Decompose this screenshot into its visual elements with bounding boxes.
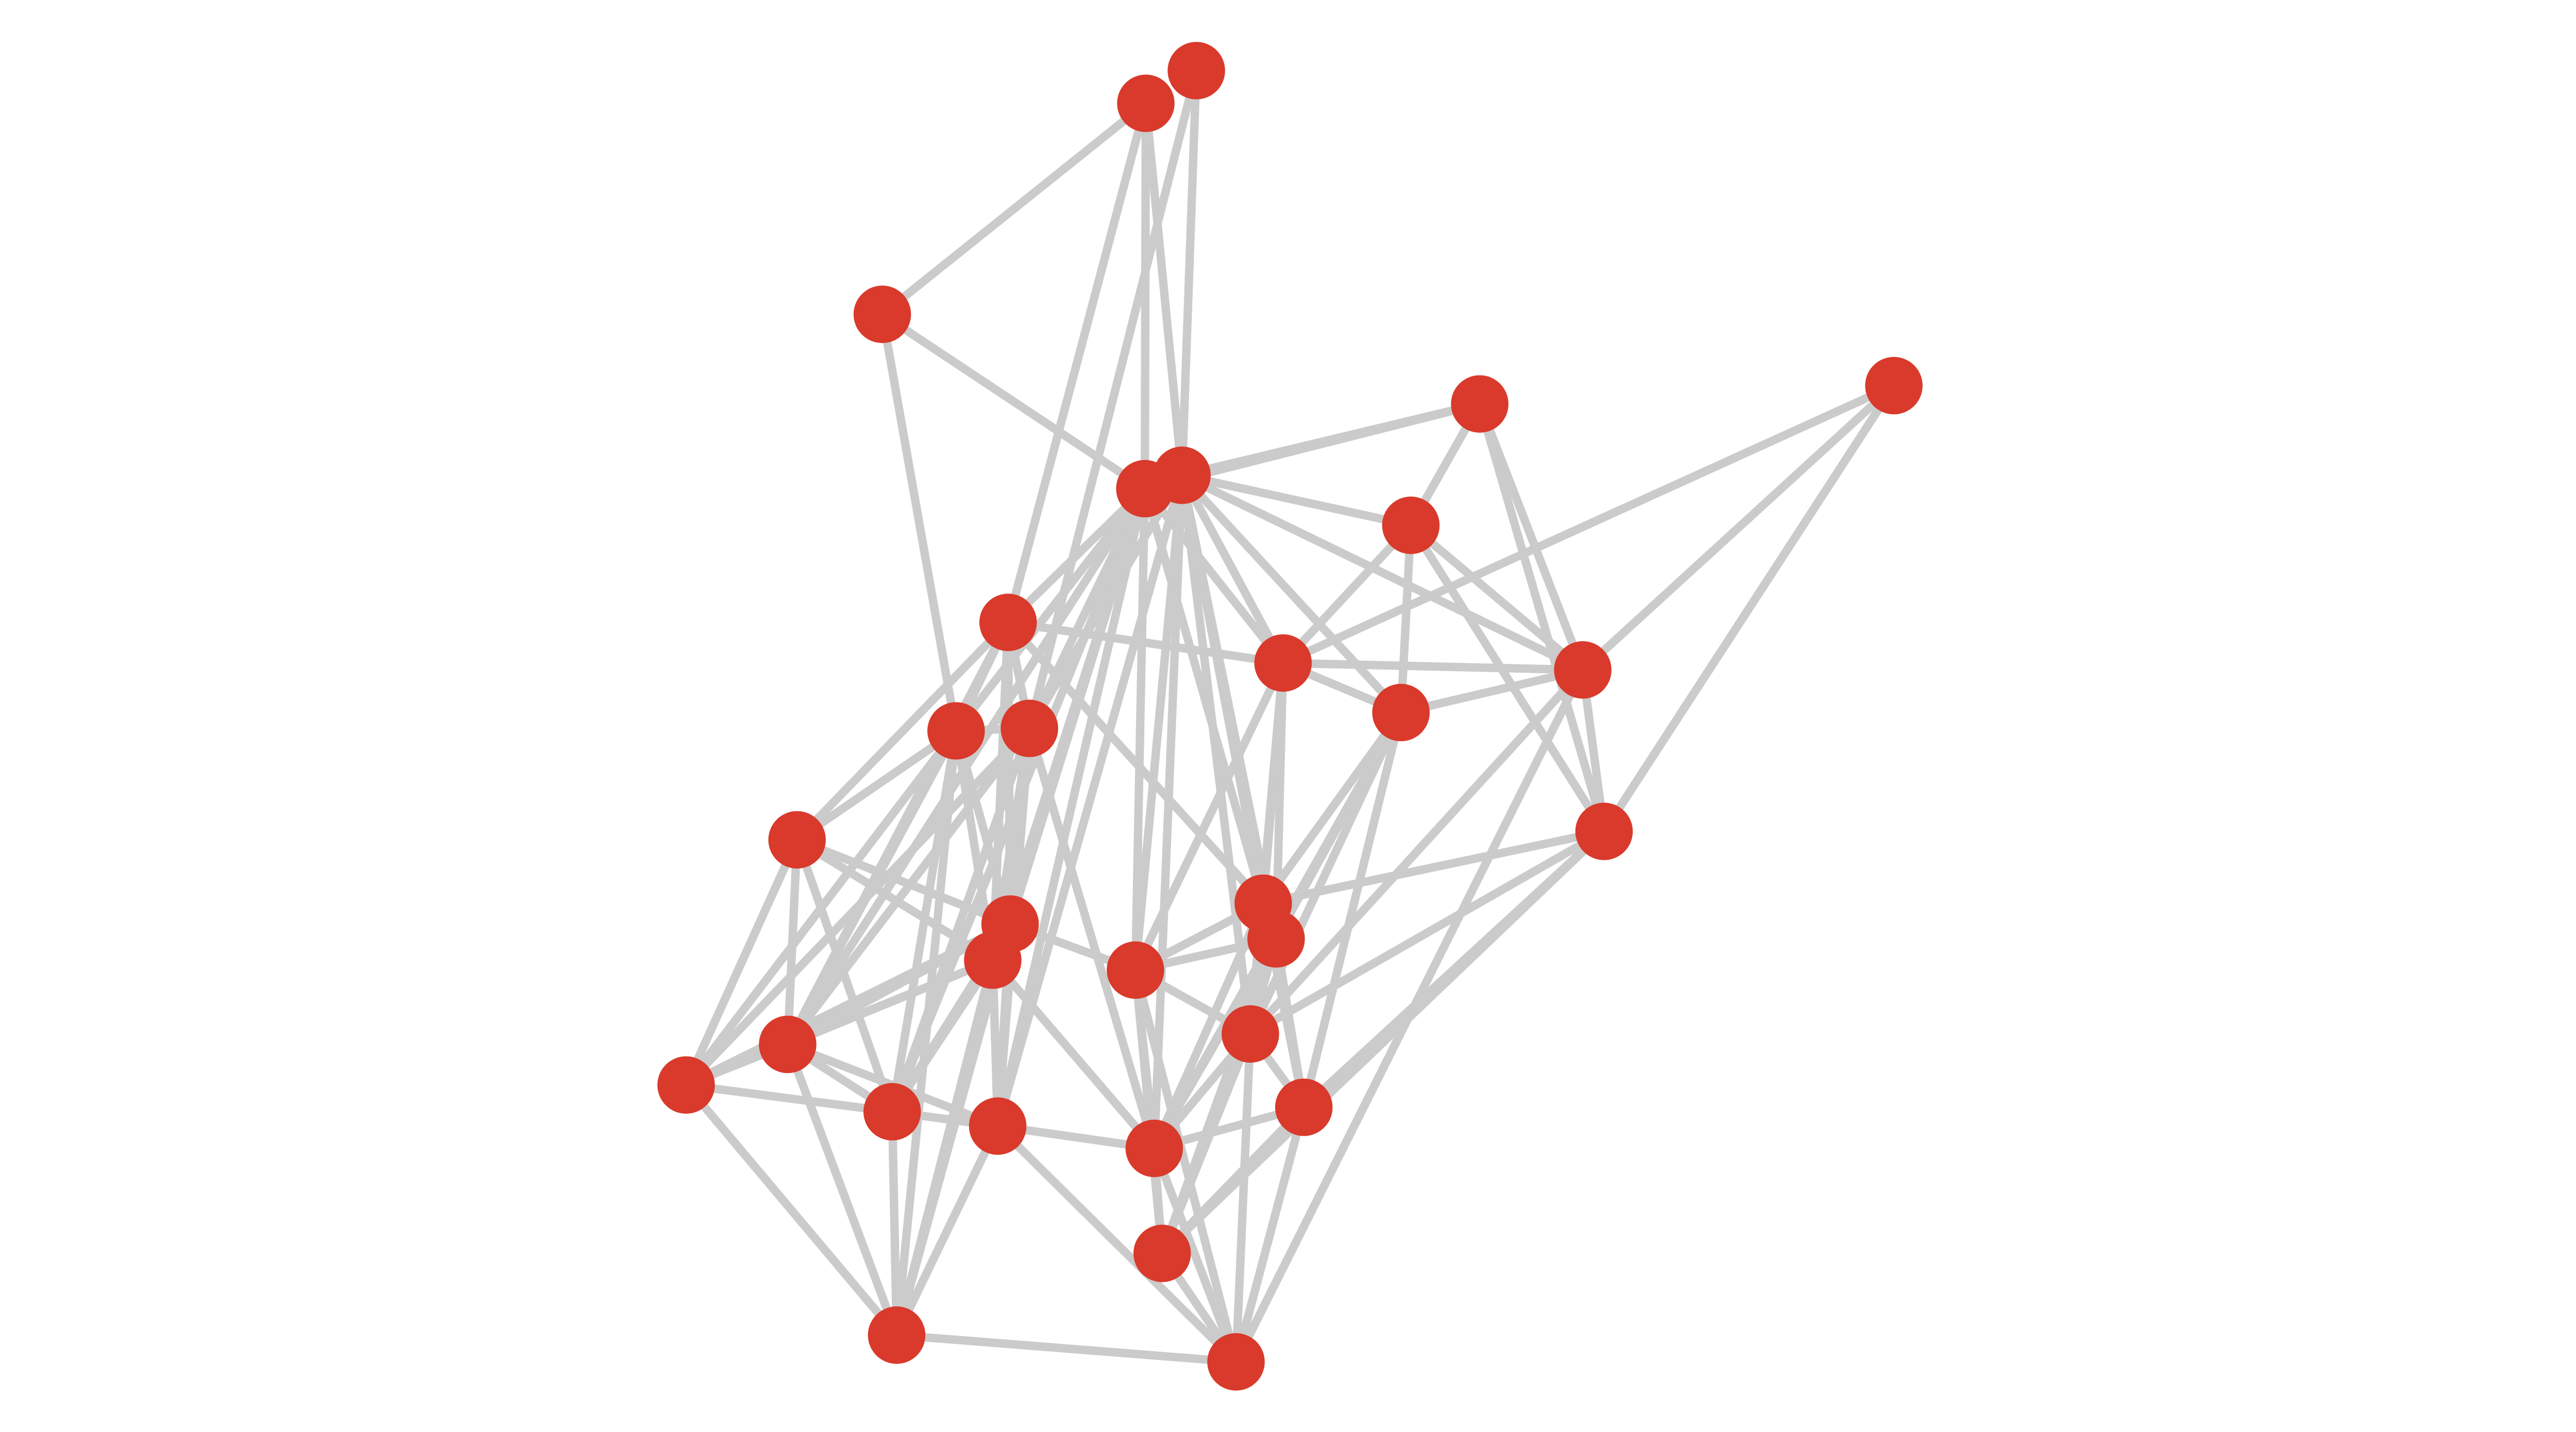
graph-edge-20-30 [1131,969,1240,1363]
graph-edge-9-10 [1283,658,1583,674]
graph-edge-14-18 [795,836,1012,928]
graph-edge-5-16 [1141,487,1267,905]
graph-edge-24-30 [1232,1106,1308,1363]
graph-edge-0-5 [1140,103,1150,489]
graph-node-14 [768,811,826,869]
graph-edge-7-11 [1397,525,1415,713]
graph-node-29 [868,1306,926,1364]
graph-edge-4-15 [1600,383,1897,834]
graph-edge-11-16 [1260,710,1404,906]
graph-node-30 [1207,1333,1265,1391]
graph-edge-3-6 [1181,400,1481,480]
graph-edge-4-9 [1281,382,1896,667]
graph-node-13 [1001,700,1058,757]
graph-node-22 [759,1015,817,1073]
graph-edge-9-20 [1131,661,1287,972]
graph-edge-14-22 [783,840,802,1045]
graph-node-15 [1575,803,1633,860]
graph-edge-25-29 [888,1112,901,1336]
graph-edge-19-29 [892,959,997,1336]
graph-node-3 [1451,375,1509,433]
graph-edge-6-21 [1178,474,1255,1035]
graph-edge-2-12 [878,313,960,732]
graph-edge-5-26 [993,487,1149,1127]
graph-node-26 [969,1097,1027,1155]
graph-edge-8-9 [1007,618,1284,668]
graph-node-19 [964,931,1022,989]
graph-node-12 [927,702,985,760]
graph-edge-6-10 [1180,471,1585,674]
graph-edge-6-26 [993,474,1187,1128]
graph-node-8 [979,593,1037,652]
graph-edge-15-16 [1262,827,1605,908]
graph-edge-4-10 [1580,382,1897,673]
graph-edge-27-30 [1150,1147,1240,1363]
graph-edge-6-20 [1131,474,1187,971]
graph-edge-7-15 [1407,523,1608,834]
graph-edge-23-29 [683,1082,900,1338]
graph-edge-23-25 [685,1081,893,1116]
graph-edge-10-21 [1247,667,1586,1037]
graph-edge-0-6 [1141,103,1187,476]
node-layer [657,42,1923,1391]
graph-node-2 [853,285,911,343]
graph-edge-0-2 [879,100,1149,318]
graph-edge-0-8 [1004,102,1150,624]
graph-edge-29-30 [896,1331,1236,1366]
graph-edge-13-25 [888,727,1033,1114]
graph-edge-22-29 [784,1043,901,1337]
graph-node-1 [1167,42,1225,99]
graph-node-10 [1554,641,1612,699]
graph-node-17 [1247,910,1305,968]
graph-edge-19-27 [989,957,1158,1151]
graph-edge-5-20 [1131,488,1149,970]
graph-edge-13-27 [1025,727,1159,1150]
graph-edge-26-29 [893,1124,1002,1337]
graph-node-4 [1865,356,1923,415]
graph-node-20 [1107,941,1164,999]
graph-edge-15-21 [1248,827,1606,1038]
graph-node-9 [1254,634,1312,692]
graph-edge-7-10 [1408,522,1586,673]
graph-edge-11-24 [1299,711,1405,1109]
graph-edge-6-9 [1178,473,1287,665]
graph-edge-14-25 [793,838,896,1113]
graph-edge-18-23 [684,920,1012,1089]
graph-node-6 [1153,446,1211,504]
graph-edge-12-14 [794,727,959,844]
graph-edge-6-27 [1150,475,1187,1149]
graph-edge-8-14 [794,619,1011,843]
graph-node-11 [1372,684,1430,742]
graph-edge-10-11 [1400,666,1584,717]
graph-edge-21-30 [1231,1033,1255,1362]
edge-layer [682,70,1897,1366]
graph-node-23 [657,1056,715,1114]
graph-edge-6-7 [1181,471,1412,530]
graph-node-28 [1133,1224,1191,1283]
graph-node-21 [1222,1005,1279,1063]
graph-node-7 [1382,497,1440,554]
graph-edge-1-6 [1178,70,1201,475]
graph-node-0 [1117,74,1175,132]
graph-edge-2-5 [879,311,1147,492]
graph-edge-14-23 [682,838,801,1087]
graph-edge-3-15 [1476,402,1608,833]
graph-node-24 [1275,1078,1333,1136]
graph-edge-26-30 [994,1123,1239,1365]
graph-edge-7-9 [1280,522,1414,666]
graph-edge-8-16 [1005,619,1266,906]
graph-edge-6-17 [1178,474,1280,940]
graph-edge-14-19 [794,836,995,964]
graph-node-27 [1125,1119,1183,1178]
graph-edge-19-25 [888,958,996,1114]
graph-node-25 [863,1083,921,1141]
graph-edge-5-8 [1005,485,1148,626]
graph-edge-13-23 [683,725,1032,1088]
graph-edge-5-12 [953,486,1148,734]
graph-edge-6-11 [1179,472,1404,715]
graph-edge-6-13 [1026,473,1186,731]
